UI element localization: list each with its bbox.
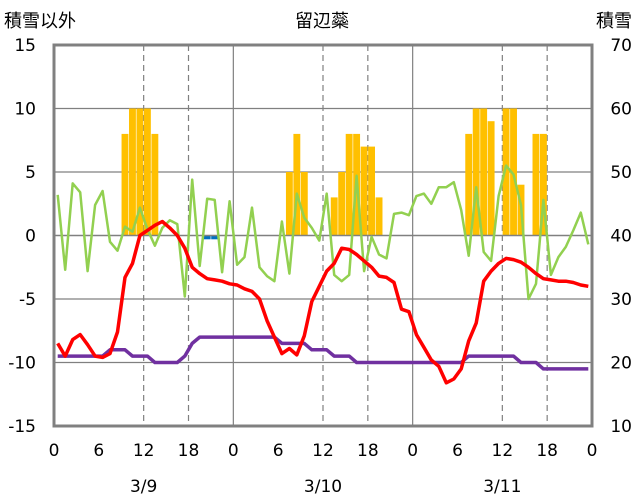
left-tick-label: 0 <box>25 227 36 247</box>
left-tick-label: -15 <box>8 417 36 437</box>
left-tick-label: 5 <box>25 163 36 183</box>
precip-bar <box>510 108 517 236</box>
x-tick-label: 0 <box>228 441 239 461</box>
temperature-series-line <box>56 219 589 385</box>
precip-bar <box>136 108 144 236</box>
x-tick-label: 18 <box>536 441 558 461</box>
left-tick-labels: 15 10 5 0 -5 -10 -15 <box>8 36 36 437</box>
precip-bar <box>539 133 547 236</box>
x-tick-label: 12 <box>492 441 514 461</box>
right-tick-label: 10 <box>610 417 632 437</box>
date-label: 3/9 <box>130 477 157 497</box>
right-tick-label: 70 <box>610 36 632 56</box>
left-tick-label: 10 <box>14 100 36 120</box>
snow-depth-series-line <box>57 335 589 371</box>
x-tick-label: 18 <box>357 441 379 461</box>
precip-bar <box>480 108 488 236</box>
precip-bar <box>487 121 495 236</box>
precip-bar <box>211 235 219 240</box>
precip-bar <box>368 146 376 236</box>
plot-frame <box>52 43 594 428</box>
x-tick-label: 6 <box>273 441 284 461</box>
precip-bar <box>532 133 540 236</box>
precip-bar <box>338 172 346 236</box>
left-tick-label: -10 <box>8 354 36 374</box>
right-tick-label: 30 <box>610 290 632 310</box>
precip-bar <box>300 172 308 236</box>
precip-bar <box>143 108 151 236</box>
precip-bar <box>472 108 480 236</box>
x-tick-labels: 0 6 12 18 0 6 12 18 0 6 12 18 0 <box>49 441 598 461</box>
right-tick-labels: 70 60 50 40 30 20 10 <box>610 36 632 437</box>
precip-bar <box>360 146 368 236</box>
right-tick-label: 60 <box>610 100 632 120</box>
x-tick-label: 6 <box>452 441 463 461</box>
right-tick-label: 40 <box>610 227 632 247</box>
precip-bar <box>465 133 473 236</box>
left-axis-label: 積雪以外 <box>4 11 76 32</box>
x-tick-label: 0 <box>407 441 418 461</box>
x-tick-label: 0 <box>587 441 598 461</box>
precip-bar <box>345 133 353 236</box>
wind-series-line <box>56 164 590 301</box>
precip-bar <box>203 235 211 240</box>
right-tick-label: 50 <box>610 163 632 183</box>
chart-title: 留辺蘂 <box>295 11 349 32</box>
right-tick-label: 20 <box>610 354 632 374</box>
x-tick-label: 6 <box>93 441 104 461</box>
x-tick-label: 0 <box>49 441 60 461</box>
x-tick-label: 12 <box>312 441 334 461</box>
x-tick-label: 12 <box>133 441 155 461</box>
precip-bar <box>375 197 383 236</box>
right-axis-label: 積雪 <box>596 11 632 32</box>
left-tick-label: 15 <box>14 36 36 56</box>
precip-bar <box>285 172 293 236</box>
date-labels: 3/9 3/10 3/11 <box>130 477 521 497</box>
date-label: 3/10 <box>304 477 342 497</box>
precip-bar <box>129 108 136 236</box>
date-label: 3/11 <box>483 477 521 497</box>
precip-bar <box>502 108 510 236</box>
precip-bar <box>330 197 338 236</box>
precip-bar <box>151 133 159 236</box>
left-tick-label: -5 <box>19 290 36 310</box>
precip-bar <box>121 133 129 236</box>
precip-bar <box>293 133 301 236</box>
x-tick-label: 18 <box>178 441 200 461</box>
